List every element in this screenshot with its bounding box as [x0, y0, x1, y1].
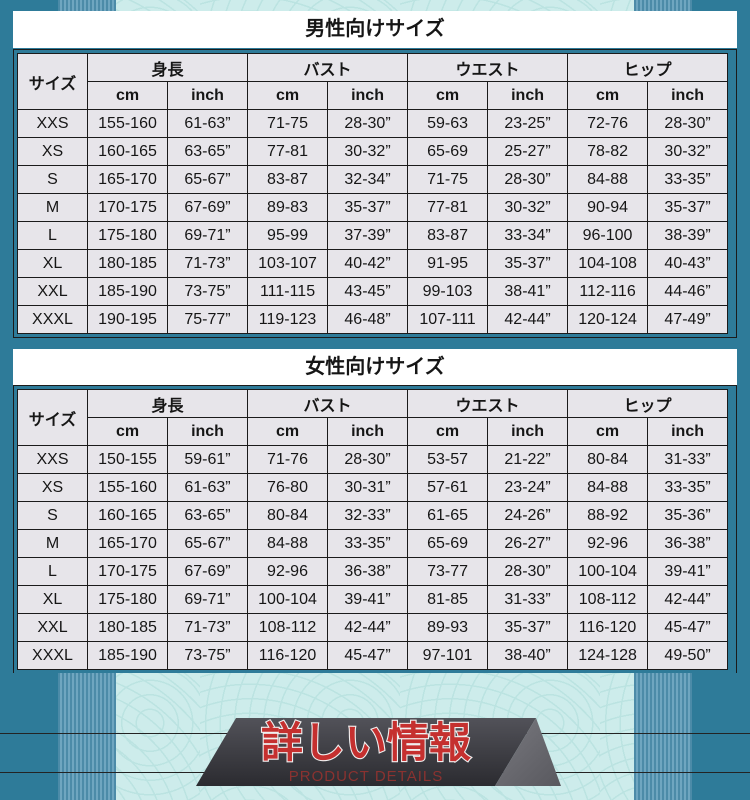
- svg-text:詳しい情報: 詳しい情報: [261, 719, 471, 766]
- svg-text:PRODUCT DETAILS: PRODUCT DETAILS: [289, 768, 443, 785]
